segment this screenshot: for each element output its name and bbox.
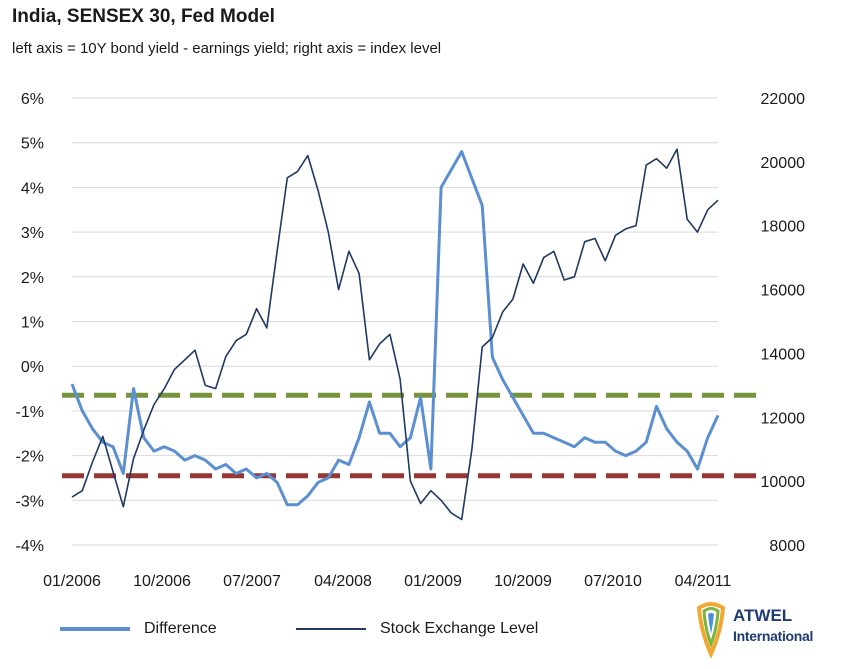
series-line-difference — [70, 150, 720, 507]
x-axis-tick-label: 04/2008 — [314, 573, 372, 590]
right-axis-tick-label: 18000 — [761, 219, 806, 236]
chart-title: India, SENSEX 30, Fed Model — [12, 6, 275, 27]
right-axis-tick-label: 10000 — [761, 474, 806, 491]
left-axis-tick-label: 4% — [21, 180, 44, 197]
x-axis-tick-label: 10/2009 — [494, 573, 552, 590]
left-axis-tick-label: -3% — [16, 493, 44, 510]
left-axis-tick-label: 6% — [21, 91, 44, 108]
brand-sub: International — [733, 628, 814, 644]
right-axis-tick-label: 22000 — [761, 91, 806, 108]
x-axis-tick-label: 04/2011 — [675, 573, 732, 590]
x-axis-tick-label: 07/2007 — [223, 573, 281, 590]
right-axis-tick-label: 20000 — [761, 155, 806, 172]
x-axis-tick-label: 10/2006 — [133, 573, 191, 590]
right-axis-tick-label: 14000 — [761, 346, 806, 363]
x-axis-tick-label: 01/2006 — [43, 573, 101, 590]
legend-swatch-difference — [60, 626, 130, 631]
left-axis-tick-label: 5% — [21, 136, 44, 153]
x-axis-tick-label: 01/2009 — [404, 573, 462, 590]
x-axis-tick-label: 07/2010 — [584, 573, 642, 590]
atwel-logo: ATWEL International — [693, 598, 833, 664]
right-axis-tick-label: 12000 — [761, 410, 806, 427]
series-line-stock-exchange-level — [71, 148, 719, 521]
left-axis-tick-label: 2% — [21, 270, 44, 287]
chart-subtitle: left axis = 10Y bond yield - earnings yi… — [12, 40, 442, 57]
legend-swatch-level — [296, 627, 366, 630]
left-axis-tick-label: 0% — [21, 359, 44, 376]
legend-label-level: Stock Exchange Level — [380, 620, 539, 637]
right-axis-tick-label: 16000 — [761, 283, 806, 300]
brand-name: ATWEL — [733, 606, 793, 625]
left-axis-tick-label: -1% — [16, 404, 44, 421]
legend-label-difference: Difference — [144, 620, 217, 637]
left-axis-tick-label: -4% — [16, 538, 44, 555]
right-axis-tick-label: 8000 — [769, 538, 805, 555]
legend-item-level: Stock Exchange Level — [296, 620, 538, 638]
atwel-logo-icon — [696, 602, 726, 658]
legend-item-difference: Difference — [60, 620, 217, 638]
left-axis-tick-label: 3% — [21, 225, 44, 242]
left-axis-tick-label: 1% — [21, 315, 44, 332]
left-axis-tick-label: -2% — [16, 449, 44, 466]
